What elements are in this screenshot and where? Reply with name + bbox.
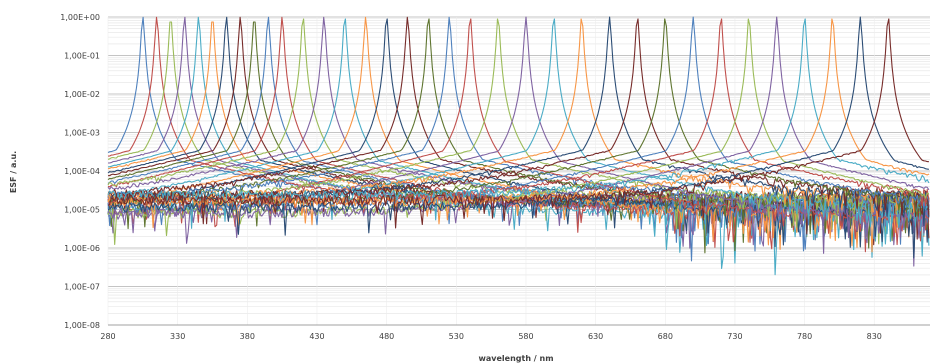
series-line [107,16,930,226]
y-tick-label: 1,00E-01 [64,52,100,61]
x-tick-label: 830 [867,332,882,341]
y-axis-title: ESF / a.u. [9,151,18,193]
y-tick-labels: 1,00E+00 1,00E-01 1,00E-02 1,00E-03 1,00E-04… [60,13,100,330]
x-tick-labels: 280 330 380 430 480 530 580 630 680 730 780 830 [100,332,882,341]
x-tick-label: 480 [379,332,394,341]
series-line [107,18,930,229]
series-line [107,16,930,227]
x-tick-label: 680 [658,332,673,341]
y-tick-label: 1,00E-02 [64,90,100,99]
gridlines [107,16,930,326]
series-line [107,16,930,227]
y-tick-label: 1,00E-06 [64,244,100,253]
series-line [107,18,930,225]
x-tick-label: 630 [588,332,603,341]
series-line [107,18,929,229]
y-tick-label: 1,00E-03 [64,129,100,138]
x-tick-label: 530 [449,332,464,341]
x-tick-label: 380 [240,332,255,341]
x-tick-label: 330 [170,332,185,341]
x-tick-label: 780 [797,332,812,341]
series-line [107,18,930,229]
y-tick-label: 1,00E+00 [60,13,100,22]
series-lines [107,16,930,276]
series-line [107,16,929,236]
y-tick-label: 1,00E-04 [64,167,100,176]
series-line [107,18,929,246]
x-tick-label: 730 [727,332,742,341]
x-tick-label: 280 [100,332,115,341]
y-tick-label: 1,00E-05 [64,206,100,215]
y-tick-label: 1,00E-07 [64,283,100,292]
x-tick-label: 430 [309,332,324,341]
series-line [107,18,930,228]
x-axis-title: wavelength / nm [478,354,553,363]
y-tick-label: 1,00E-08 [64,321,100,330]
x-tick-label: 580 [518,332,533,341]
